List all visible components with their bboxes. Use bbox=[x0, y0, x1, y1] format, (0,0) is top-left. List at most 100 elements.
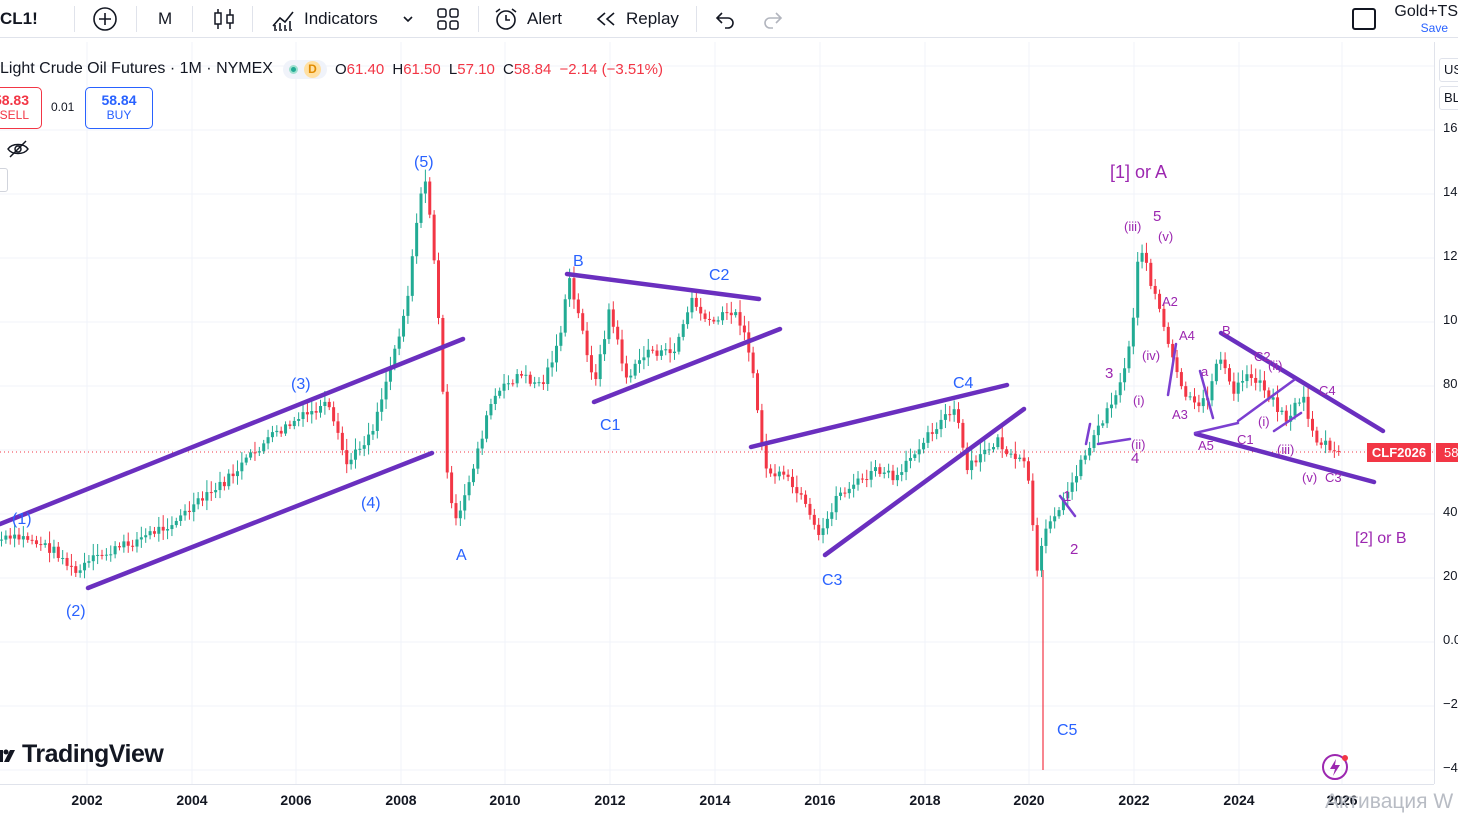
candle-body bbox=[384, 381, 388, 400]
replay-button[interactable]: Replay bbox=[594, 0, 679, 38]
candle-body bbox=[926, 432, 930, 443]
buy-button[interactable]: 58.84 BUY bbox=[85, 87, 153, 129]
collapse-panel-button[interactable] bbox=[0, 168, 8, 192]
candle-body bbox=[1254, 377, 1258, 383]
currency-button[interactable]: USD bbox=[1439, 58, 1458, 82]
interval-label: M bbox=[158, 9, 173, 28]
candle-body bbox=[1271, 397, 1275, 400]
candle-body bbox=[1267, 390, 1271, 400]
candle-body bbox=[166, 529, 170, 531]
candle-body bbox=[804, 494, 808, 504]
candle-body bbox=[310, 411, 314, 415]
market-status[interactable]: D bbox=[282, 59, 327, 79]
candle-body bbox=[231, 473, 235, 477]
candle-body bbox=[148, 531, 152, 536]
candle-body bbox=[506, 383, 510, 385]
symbol-search-button[interactable]: CL1! bbox=[0, 0, 38, 38]
candle-body bbox=[1031, 480, 1035, 526]
candle-body bbox=[738, 312, 742, 326]
candle-body bbox=[450, 472, 454, 504]
candle-body bbox=[1114, 395, 1118, 405]
candle-body bbox=[1201, 398, 1205, 407]
candle-body bbox=[91, 555, 95, 562]
candle-body bbox=[1144, 252, 1148, 263]
candle-body bbox=[74, 566, 78, 573]
wave-label: (1) bbox=[12, 511, 32, 528]
layout-checkbox[interactable] bbox=[1352, 8, 1376, 30]
time-axis[interactable]: 2002 2004 2006 2008 2010 2012 2014 2016 … bbox=[0, 784, 1434, 820]
candle-body bbox=[568, 278, 572, 300]
channel-lower-line bbox=[85, 450, 435, 591]
triangle2-bottom-line bbox=[1193, 431, 1377, 485]
candle-body bbox=[1101, 423, 1105, 426]
time-label: 2014 bbox=[699, 792, 731, 808]
candle-body bbox=[214, 490, 218, 493]
alert-button[interactable]: Alert bbox=[493, 0, 562, 38]
layout-save-button[interactable]: Gold+TS Save bbox=[1388, 0, 1458, 38]
sell-button[interactable]: 58.83 SELL bbox=[0, 87, 42, 129]
candle-body bbox=[1009, 453, 1013, 455]
redo-button[interactable] bbox=[762, 0, 784, 38]
candle-body bbox=[297, 419, 301, 421]
candle-body bbox=[913, 454, 917, 458]
candle-body bbox=[109, 554, 113, 556]
toolbar-divider bbox=[74, 6, 75, 32]
wave-segment bbox=[1193, 421, 1240, 435]
wave-label: C4 bbox=[953, 375, 974, 392]
price-label: 100 bbox=[1443, 312, 1458, 327]
wave-label: A4 bbox=[1179, 328, 1195, 343]
candle-body bbox=[1153, 285, 1157, 294]
tradingview-logo[interactable]: TradingView bbox=[0, 740, 164, 769]
candle-body bbox=[812, 514, 816, 525]
wave-label: B bbox=[1222, 323, 1231, 338]
indicators-button[interactable]: Indicators bbox=[270, 0, 378, 38]
undo-button[interactable] bbox=[714, 0, 736, 38]
candle-body bbox=[393, 348, 397, 368]
replay-label: Replay bbox=[626, 9, 679, 28]
wave-label: 3 bbox=[1105, 365, 1113, 382]
candle-body bbox=[996, 437, 1000, 448]
triangle2-top-line bbox=[1218, 330, 1386, 434]
candle-body bbox=[402, 315, 406, 337]
candle-body bbox=[375, 411, 379, 431]
flash-button[interactable] bbox=[1320, 752, 1350, 787]
candle-body bbox=[961, 422, 965, 448]
candle-body bbox=[192, 504, 196, 513]
top-toolbar: CL1! M Indicators Alert bbox=[0, 0, 1458, 38]
indicators-dropdown[interactable] bbox=[401, 0, 415, 38]
candle-body bbox=[1088, 447, 1092, 456]
candle-body bbox=[1311, 418, 1314, 431]
hide-indicators-button[interactable] bbox=[6, 139, 30, 164]
candle-body bbox=[1075, 476, 1079, 483]
candle-body bbox=[987, 449, 991, 451]
candle-body bbox=[790, 476, 794, 488]
candle-body bbox=[441, 318, 445, 392]
candle-body bbox=[1227, 368, 1231, 382]
price-label: 20 bbox=[1443, 568, 1458, 583]
scale-button[interactable]: BL bbox=[1439, 86, 1458, 110]
compare-symbol-button[interactable] bbox=[92, 0, 118, 38]
candle-body bbox=[8, 535, 12, 539]
chart-pane[interactable]: (1) (2) (3) (4) (5) A B C1 C2 C3 C4 C5 [… bbox=[0, 42, 1458, 820]
price-axis[interactable]: USD BL 160 140 120 100 80 60 40 20 0.00 … bbox=[1434, 42, 1458, 784]
candle-body bbox=[1066, 491, 1070, 499]
candle-body bbox=[1166, 326, 1170, 344]
candle-body bbox=[773, 473, 777, 477]
candle-body bbox=[367, 434, 371, 446]
candle-body bbox=[699, 306, 703, 314]
candle-body bbox=[201, 498, 205, 501]
wedge-bottom-line bbox=[822, 406, 1027, 558]
candle-body bbox=[598, 354, 602, 380]
symbol-title[interactable]: Light Crude Oil Futures · 1M · NYMEX bbox=[0, 60, 273, 77]
candle-body bbox=[821, 528, 825, 535]
wave-labels-blue: (1) (2) (3) (4) (5) A B C1 C2 C3 C4 C5 bbox=[12, 154, 1078, 739]
chart-type-button[interactable] bbox=[212, 0, 236, 38]
interval-button[interactable]: M bbox=[158, 0, 172, 38]
candle-body bbox=[991, 447, 995, 450]
templates-button[interactable] bbox=[436, 0, 460, 38]
wave-label: (2) bbox=[66, 603, 86, 620]
spread-value: 0.01 bbox=[51, 100, 75, 114]
candle-body bbox=[1026, 461, 1030, 481]
candle-body bbox=[777, 471, 781, 477]
